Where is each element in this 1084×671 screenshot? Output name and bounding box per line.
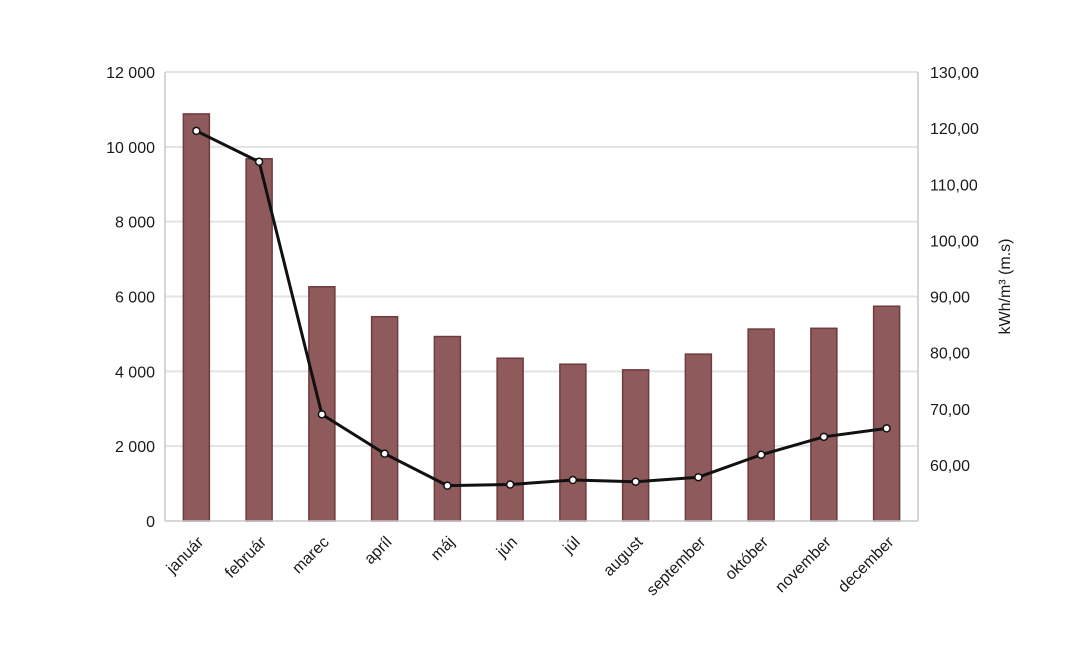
line-point-9 xyxy=(756,450,766,460)
left-tick-label-2: 4 000 xyxy=(115,364,155,381)
category-label-3: apríl xyxy=(361,534,395,568)
line-series xyxy=(192,126,891,490)
right-axis-ticks: 60,00 70,00 80,00 90,00 100,00 110,00 120,00 13… xyxy=(930,65,979,475)
series-line xyxy=(195,129,887,488)
line-point-1 xyxy=(254,157,264,167)
right-tick-label-5: 110,00 xyxy=(930,177,978,194)
right-tick-label-2: 80,00 xyxy=(930,346,970,363)
bar-5 xyxy=(496,357,524,522)
line-point-2 xyxy=(317,410,327,419)
category-labels: január február marec apríl máj jún júl augustse… xyxy=(163,533,898,599)
bar-11 xyxy=(872,305,901,522)
right-tick-label-1: 70,00 xyxy=(930,402,970,419)
category-label-10: november xyxy=(772,533,835,596)
gridlines xyxy=(165,71,918,448)
line-point-8 xyxy=(694,472,703,482)
category-label-7: august xyxy=(600,533,646,579)
bar-8 xyxy=(684,353,713,522)
category-label-6: júl xyxy=(560,534,584,558)
category-label-9: október xyxy=(722,533,772,583)
category-label-8: september xyxy=(644,533,710,599)
left-tick-label-1: 2 000 xyxy=(115,439,155,456)
bar-1 xyxy=(245,158,273,522)
right-tick-label-3: 90,00 xyxy=(930,290,970,307)
right-tick-label-4: 100,00 xyxy=(930,233,979,250)
bar-9 xyxy=(747,328,775,522)
category-label-11: december xyxy=(835,533,898,596)
bar-7 xyxy=(621,369,650,522)
category-label-5: jún xyxy=(493,534,521,562)
axes xyxy=(164,72,919,522)
line-point-4 xyxy=(443,481,452,490)
category-label-1: február xyxy=(222,533,270,581)
line-point-0 xyxy=(192,126,201,136)
line-point-10 xyxy=(819,432,829,442)
category-label-0: január xyxy=(163,533,208,578)
left-tick-label-0: 0 xyxy=(146,514,155,531)
left-tick-label-6: 12 000 xyxy=(106,65,155,82)
bar-series xyxy=(182,113,901,522)
line-point-3 xyxy=(380,449,389,458)
bar-0 xyxy=(182,113,211,522)
bar-3 xyxy=(370,315,399,522)
left-tick-label-4: 8 000 xyxy=(115,215,155,232)
left-tick-label-5: 10 000 xyxy=(106,140,155,157)
bar-2 xyxy=(308,286,336,522)
bar-10 xyxy=(810,327,838,522)
right-tick-label-0: 60,00 xyxy=(930,458,970,475)
right-axis-label: kWh/m³ (m.s) xyxy=(997,239,1014,335)
right-tick-label-7: 130,00 xyxy=(930,65,979,82)
line-point-5 xyxy=(505,480,515,489)
left-axis-ticks: 0 2 000 4 000 6 000 8 000 10 000 12 000 xyxy=(106,65,155,531)
right-tick-label-6: 120,00 xyxy=(930,121,979,138)
line-point-7 xyxy=(631,477,640,486)
bar-4 xyxy=(433,335,462,522)
left-tick-label-3: 6 000 xyxy=(115,290,155,307)
category-label-4: máj xyxy=(428,534,458,564)
bar-6 xyxy=(559,363,587,522)
line-point-6 xyxy=(568,475,578,485)
line-point-11 xyxy=(882,424,891,433)
category-label-2: marec xyxy=(289,534,332,577)
